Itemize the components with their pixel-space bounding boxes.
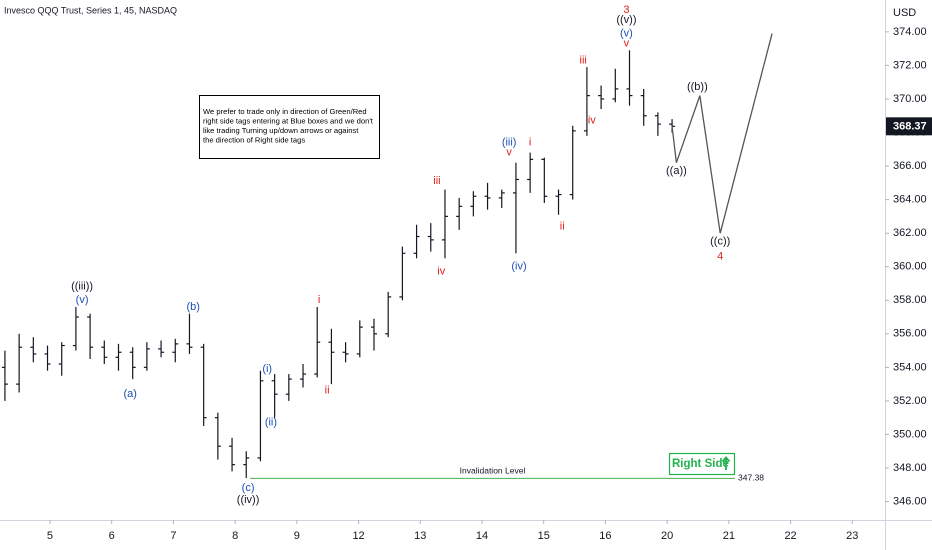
- x-tick-label: 5: [47, 530, 53, 542]
- y-tick-label: 358.00: [893, 294, 927, 306]
- x-tick-label: 20: [661, 530, 673, 542]
- wave-label: (v): [76, 294, 89, 306]
- invalidation-label: Invalidation Level: [460, 466, 526, 476]
- y-tick-label: 352.00: [893, 395, 927, 407]
- wave-label: (iii): [502, 136, 517, 148]
- currency-label: USD: [893, 7, 916, 19]
- note-line: like trading Turning up/down arrows or a…: [203, 126, 359, 135]
- wave-label: (b): [186, 301, 199, 313]
- wave-label: ((v)): [616, 14, 636, 26]
- x-tick-label: 15: [538, 530, 550, 542]
- y-tick-label: 354.00: [893, 361, 927, 373]
- x-tick-label: 22: [784, 530, 796, 542]
- y-tick-label: 350.00: [893, 428, 927, 440]
- note: We prefer to trade only in direction of …: [203, 107, 374, 145]
- wave-label: ((a)): [666, 165, 687, 177]
- wave-label: iii: [580, 54, 587, 66]
- x-tick-label: 21: [723, 530, 735, 542]
- wave-label: i: [318, 294, 320, 306]
- note-box: [199, 95, 380, 159]
- wave-label: 4: [717, 251, 723, 263]
- x-tick-label: 7: [170, 530, 176, 542]
- wave-label: ((c)): [710, 235, 730, 247]
- y-tick-label: 346.00: [893, 495, 927, 507]
- last-price-label: 368.37: [893, 121, 927, 133]
- wave-label: iii: [433, 175, 440, 187]
- right-side-box: [668, 452, 736, 476]
- wave-label: (i): [262, 363, 272, 375]
- right-side-tag: Right Side: [672, 458, 729, 470]
- wave-label: v: [506, 147, 512, 159]
- x-tick-label: 8: [232, 530, 238, 542]
- note-line: right side tags entering at Blue boxes a…: [203, 117, 374, 126]
- y-tick-label: 370.00: [893, 93, 927, 105]
- chart-title: Invesco QQQ Trust, Series 1, 45, NASDAQ: [4, 5, 177, 15]
- wave-label: ((iii)): [71, 281, 93, 293]
- y-tick-label: 372.00: [893, 59, 927, 71]
- wave-label: (iv): [511, 261, 526, 273]
- wave-label: iv: [437, 266, 445, 278]
- right-side-arrow: [721, 456, 731, 470]
- y-tick-label: 348.00: [893, 462, 927, 474]
- y-tick-label: 364.00: [893, 194, 927, 206]
- wave-label: (v): [620, 27, 633, 39]
- wave-label: 3: [623, 4, 629, 16]
- y-tick-label: 356.00: [893, 328, 927, 340]
- y-tick-label: 360.00: [893, 261, 927, 273]
- y-tick-label: 374.00: [893, 26, 927, 38]
- wave-label: ((b)): [687, 81, 708, 93]
- wave-label: (c): [242, 482, 255, 494]
- note-line: We prefer to trade only in direction of …: [203, 107, 367, 116]
- wave-label: (ii): [265, 417, 277, 429]
- x-tick-label: 16: [599, 530, 611, 542]
- wave-label: i: [529, 136, 531, 148]
- projection-path: [671, 33, 773, 234]
- wave-label: ((iv)): [237, 494, 260, 506]
- invalidation-value: 347.38: [738, 473, 764, 483]
- wave-label: ii: [560, 220, 565, 232]
- y-tick-label: 366.00: [893, 160, 927, 172]
- x-tick-label: 12: [352, 530, 364, 542]
- wave-label: v: [624, 38, 630, 50]
- note-line: the direction of Right side tags: [203, 136, 305, 145]
- x-tick-label: 6: [109, 530, 115, 542]
- wave-label: iv: [588, 115, 596, 127]
- wave-label: (a): [123, 388, 136, 400]
- last-price-box: [886, 117, 932, 136]
- x-tick-label: 14: [476, 530, 488, 542]
- wave-label: ii: [325, 385, 330, 397]
- x-tick-label: 9: [294, 530, 300, 542]
- x-tick-label: 23: [846, 530, 858, 542]
- x-tick-label: 13: [414, 530, 426, 542]
- y-tick-label: 362.00: [893, 227, 927, 239]
